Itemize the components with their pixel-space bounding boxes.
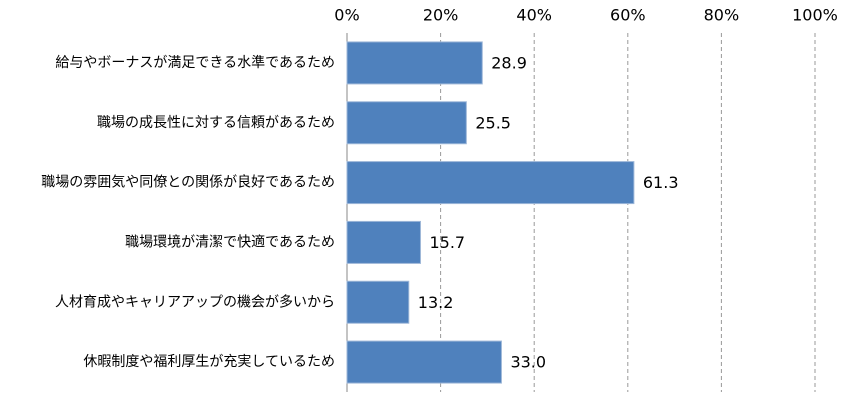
x-tick-label: 100%	[792, 6, 838, 25]
value-label: 25.5	[475, 113, 511, 132]
category-label: 職場の雰囲気や同僚との関係が良好であるため	[41, 175, 335, 191]
bar	[346, 280, 410, 324]
value-label: 13.2	[418, 293, 454, 312]
category-label: 休暇制度や福利厚生が充実しているため	[83, 354, 335, 370]
bar	[346, 41, 483, 85]
x-tick-label: 0%	[334, 6, 359, 25]
bar	[346, 220, 421, 264]
category-label: 給与やボーナスが満足できる水準であるため	[55, 55, 335, 71]
value-label: 33.0	[510, 353, 546, 372]
value-label: 61.3	[643, 173, 679, 192]
bar	[346, 340, 502, 384]
bar	[346, 101, 467, 145]
x-tick-label: 60%	[610, 6, 646, 25]
value-label: 15.7	[429, 233, 465, 252]
category-label: 職場環境が清潔で快適であるため	[125, 233, 335, 250]
category-label: 職場の成長性に対する信頼があるため	[97, 115, 335, 131]
x-tick-label: 40%	[516, 6, 552, 25]
bar	[346, 161, 635, 205]
x-tick-label: 20%	[423, 6, 459, 25]
value-label: 28.9	[491, 53, 527, 72]
x-tick-label: 80%	[704, 6, 740, 25]
category-label: 人材育成やキャリアアップの機会が多いから	[55, 293, 335, 310]
